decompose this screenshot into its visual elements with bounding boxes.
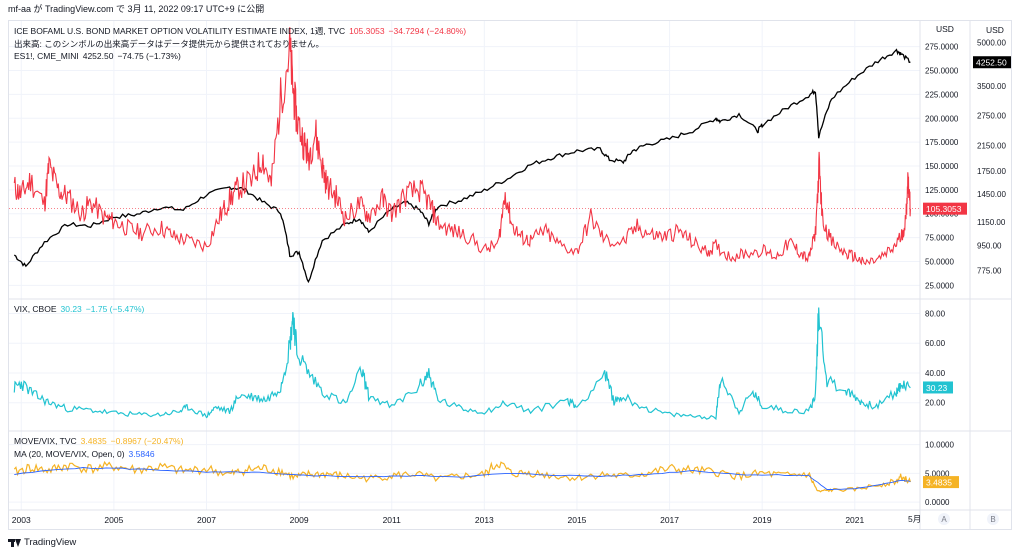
y-tick-right: 950.00	[977, 242, 1002, 251]
ratio-last-price-label-bg	[923, 476, 959, 489]
vix-last-price-label-bg	[923, 381, 953, 394]
currency-label-right[interactable]: USD	[986, 25, 1004, 35]
x-tick-label: 2015	[567, 515, 586, 525]
legend-es[interactable]: ES1!, CME_MINI 4252.50 −74.75 (−1.73%)	[14, 51, 185, 61]
x-tick-label: 2017	[660, 515, 679, 525]
y-tick-left: 125.0000	[925, 186, 959, 195]
legend-ratio-name: MOVE/VIX, TVC	[14, 436, 77, 446]
legend-move-value: 105.3053	[349, 26, 385, 36]
tradingview-brand: TradingView	[24, 537, 77, 548]
x-tick-label: 2007	[197, 515, 216, 525]
y-tick-right: 1750.00	[977, 167, 1006, 176]
es-line[interactable]	[13, 48, 911, 284]
y-tick-vix: 60.00	[925, 339, 946, 348]
tradingview-logo-icon	[8, 538, 21, 547]
legend-es-value: 4252.50	[82, 51, 114, 61]
grid-lines	[9, 21, 920, 510]
y-tick-ratio: 5.0000	[925, 469, 950, 478]
y-tick-right: 3500.00	[977, 82, 1006, 91]
legend-ma-value: 3.5846	[128, 449, 155, 459]
y-tick-left: 50.0000	[925, 257, 954, 266]
legend-vix-change: −1.75 (−5.47%)	[85, 304, 145, 314]
y-tick-right: 5000.00	[977, 38, 1006, 47]
x-tick-label: 2009	[290, 515, 309, 525]
legend-ratio-change: −0.8967 (−20.47%)	[110, 436, 184, 446]
series-layer	[9, 27, 920, 493]
currency-label-left[interactable]: USD	[936, 24, 954, 34]
legend-move[interactable]: ICE BOFAML U.S. BOND MARKET OPTION VOLAT…	[14, 25, 470, 37]
legend-ratio-value: 3.4835	[80, 436, 107, 446]
legend-vix-name: VIX, CBOE	[14, 304, 57, 314]
move-last-price-label-bg	[923, 202, 967, 215]
legend-volume-note: 出来高: このシンボルの出来高データはデータ提供元から提供されておりません。	[14, 39, 324, 49]
legend-es-change: −74.75 (−1.73%)	[117, 51, 181, 61]
x-tick-label: 2021	[845, 515, 864, 525]
axis-layer: 2003 2005 2007 2009 2011 2013 2015 2017 2019 2021…	[12, 38, 1011, 525]
y-tick-left: 25.0000	[925, 281, 954, 290]
scale-b-button[interactable]	[987, 513, 999, 525]
y-tick-left: 150.0000	[925, 162, 959, 171]
ma-line[interactable]	[14, 467, 911, 490]
legend-ma[interactable]: MA (20, MOVE/VIX, Open, 0) 3.5846	[14, 449, 159, 459]
vix-last-price-label: 30.23	[926, 383, 948, 393]
y-tick-right: 775.00	[977, 266, 1002, 275]
tradingview-footer[interactable]: TradingView	[8, 537, 76, 548]
y-tick-vix: 40.00	[925, 369, 946, 378]
y-tick-vix: 80.00	[925, 309, 946, 318]
y-tick-left: 200.0000	[925, 114, 959, 123]
y-tick-ratio: 10.0000	[925, 441, 954, 450]
x-tick-label: 2011	[383, 515, 402, 525]
legend-vix-value: 30.23	[60, 304, 82, 314]
y-tick-right: 1450.00	[977, 190, 1006, 199]
vix-line[interactable]	[13, 307, 911, 421]
y-tick-right: 1150.00	[977, 218, 1006, 227]
legend-ratio[interactable]: MOVE/VIX, TVC 3.4835 −0.8967 (−20.47%)	[14, 436, 187, 446]
scale-a-label: A	[941, 515, 947, 524]
move-line[interactable]	[13, 27, 911, 266]
scale-a-button[interactable]	[938, 513, 950, 525]
chart-frame	[8, 20, 1012, 530]
y-tick-left: 250.0000	[925, 67, 959, 76]
y-tick-left: 75.0000	[925, 234, 954, 243]
ratio-last-price-label: 3.4835	[926, 478, 952, 488]
x-tick-label: 2003	[12, 515, 31, 525]
x-tick-label: 2019	[753, 515, 772, 525]
y-tick-left: 225.0000	[925, 90, 959, 99]
scale-b-label: B	[990, 515, 995, 524]
x-tick-label: 2005	[104, 515, 123, 525]
legend-move-change: −34.7294 (−24.80%)	[388, 26, 467, 36]
legend-move-name: ICE BOFAML U.S. BOND MARKET OPTION VOLAT…	[14, 26, 346, 36]
y-tick-left: 175.0000	[925, 138, 959, 147]
y-tick-vix: 20.00	[925, 399, 946, 408]
y-tick-right: 2150.00	[977, 142, 1006, 151]
es-last-price-label-bg	[973, 56, 1011, 69]
es-last-price-label: 4252.50	[976, 58, 1007, 68]
y-tick-right: 2750.00	[977, 112, 1006, 121]
legend-ma-name: MA (20, MOVE/VIX, Open, 0)	[14, 449, 125, 459]
time-axis-end-label: 5月	[908, 514, 921, 524]
y-tick-left: 275.0000	[925, 43, 959, 52]
move-last-price-label: 105.3053	[926, 204, 962, 214]
legend-vix[interactable]: VIX, CBOE 30.23 −1.75 (−5.47%)	[14, 304, 148, 314]
legend-es-name: ES1!, CME_MINI	[14, 51, 79, 61]
publish-attribution: mf-aa が TradingView.com で 3月 11, 2022 09…	[8, 4, 265, 14]
y-tick-ratio: 0.0000	[925, 498, 950, 507]
x-tick-label: 2013	[475, 515, 494, 525]
